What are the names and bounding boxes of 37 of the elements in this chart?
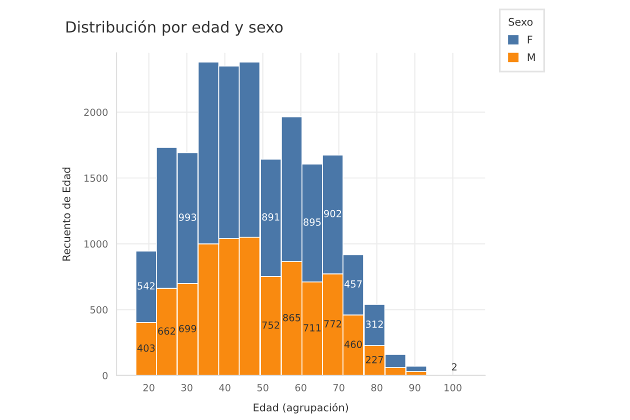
legend-label: F: [528, 36, 532, 44]
data-label: 403: [137, 344, 155, 352]
data-label: 772: [324, 320, 342, 328]
data-label: 312: [366, 320, 383, 328]
x-tick-label: 40: [219, 384, 230, 392]
y-tick-label: 0: [102, 372, 108, 380]
data-label: 752: [262, 321, 280, 329]
data-label: 2: [452, 363, 456, 370]
y-tick-label: 500: [90, 306, 108, 314]
data-label: 542: [138, 282, 154, 290]
x-tick-label: 60: [295, 384, 306, 392]
y-tick-label: 1000: [84, 240, 108, 248]
chart-title: Distribución por edad y sexo: [66, 20, 283, 36]
x-tick-label: 50: [257, 384, 268, 392]
data-label: 891: [262, 213, 280, 221]
x-tick-label: 70: [333, 384, 344, 392]
x-tick-label: 80: [371, 384, 382, 392]
data-label: 457: [344, 280, 362, 288]
x-tick-label: 90: [409, 384, 420, 392]
data-label: 993: [178, 214, 196, 221]
y-tick-label: 2000: [84, 108, 108, 116]
data-label: 460: [344, 340, 362, 348]
data-label: 902: [324, 210, 342, 218]
data-label: 699: [179, 324, 196, 332]
data-label: 227: [366, 356, 383, 364]
data-label: 895: [304, 218, 321, 226]
y-axis-title: Recuento de Edad: [62, 168, 70, 261]
y-tick-label: 1500: [84, 174, 108, 182]
x-tick-label: 30: [181, 384, 192, 392]
data-label: 865: [283, 314, 300, 322]
legend-title: Sexo: [508, 18, 533, 26]
data-label: 662: [158, 327, 176, 335]
x-tick-label: 20: [143, 384, 154, 392]
data-label: 711: [304, 324, 321, 332]
legend-label: M: [528, 53, 535, 62]
x-axis-title: Edad (agrupación): [254, 402, 348, 414]
x-tick-label: 100: [444, 384, 462, 392]
